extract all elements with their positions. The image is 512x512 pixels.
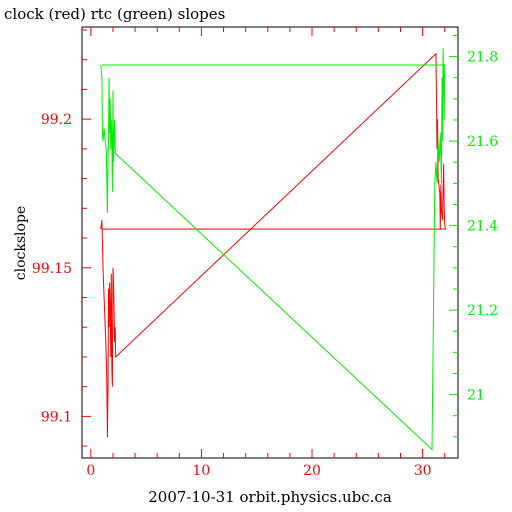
series-line-clock bbox=[100, 52, 446, 438]
chart-title: clock (red) rtc (green) slopes bbox=[4, 5, 225, 23]
y-right-tick-label: 21.8 bbox=[467, 50, 498, 66]
y-right-tick-label: 21.2 bbox=[467, 303, 498, 319]
x-axis: 0 10 20 30 bbox=[86, 27, 446, 479]
y-left-tick-label: 99.2 bbox=[41, 112, 72, 128]
series-layer bbox=[100, 48, 446, 451]
plot-frame bbox=[81, 26, 459, 459]
x-tick-label: 30 bbox=[414, 463, 432, 479]
x-tick-label: 10 bbox=[193, 463, 211, 479]
x-tick-label: 0 bbox=[86, 463, 95, 479]
y-right-tick-label: 21.6 bbox=[467, 134, 498, 150]
x-tick-label: 20 bbox=[303, 463, 321, 479]
y-axis-label: clockslope bbox=[13, 206, 29, 280]
x-axis-label: 2007-10-31 orbit.physics.ubc.ca bbox=[148, 488, 392, 506]
y-axis-left: 99.1 99.15 99.2 bbox=[32, 29, 91, 447]
series-line-rtc bbox=[100, 48, 446, 451]
y-right-tick-label: 21.4 bbox=[467, 219, 498, 235]
y-left-tick-label: 99.15 bbox=[32, 261, 72, 277]
y-left-tick-label: 99.1 bbox=[41, 409, 72, 425]
y-axis-right: 21 21.2 21.4 21.6 21.8 bbox=[449, 34, 498, 438]
y-right-tick-label: 21 bbox=[467, 388, 485, 404]
